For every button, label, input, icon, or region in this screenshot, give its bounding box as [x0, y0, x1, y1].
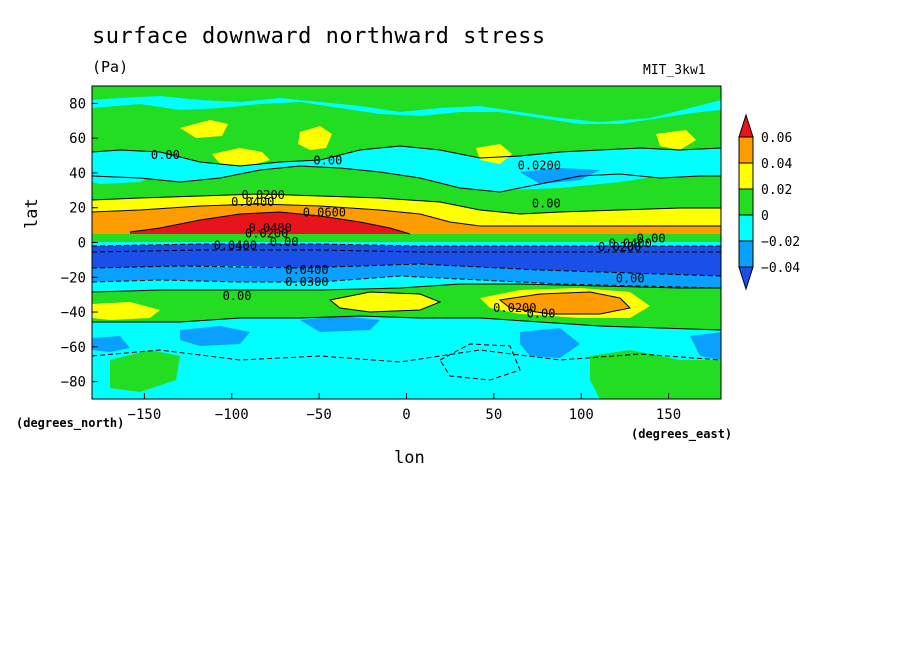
- contour-label: 0.0300: [285, 275, 328, 289]
- colorbar-label: 0.04: [761, 157, 792, 172]
- y-tick-label: 60: [69, 131, 86, 147]
- x-tick-label: 50: [485, 407, 502, 423]
- contour-label: 0.00: [151, 148, 180, 162]
- contour-label: 0.0200: [242, 188, 285, 202]
- y-tick-label: −80: [61, 375, 86, 391]
- x-axis-label: lon: [394, 448, 425, 468]
- x-tick-label: −150: [128, 407, 162, 423]
- colorbar-segment: [738, 162, 754, 190]
- y-tick-label: 80: [69, 96, 86, 112]
- contour-field: [92, 86, 721, 399]
- contour-label: 0.00: [270, 235, 299, 249]
- x-units-label: (degrees_east): [631, 427, 733, 441]
- x-tick-label: −50: [306, 407, 331, 423]
- contour-label: 0.00: [532, 197, 561, 211]
- colorbar-label: 0: [761, 209, 769, 224]
- contour-labels: 0.00 0.000.02000.04000.06000.04000.02000.…: [151, 148, 666, 320]
- contour-label: 0.0400: [249, 221, 292, 235]
- x-tick-label: −100: [215, 407, 249, 423]
- y-tick-label: 20: [69, 201, 86, 217]
- colorbar-label: −0.04: [761, 261, 800, 276]
- contour-label: 0.00: [637, 232, 666, 246]
- contour-label: 0.0200: [245, 226, 288, 240]
- colorbar-segment: [738, 188, 754, 216]
- y-tick-label: 40: [69, 166, 86, 182]
- y-tick-label: −60: [61, 340, 86, 356]
- x-tick-label: 0: [402, 407, 410, 423]
- contour-label: 0.0400: [231, 195, 274, 209]
- colorbar-label: 0.02: [761, 183, 792, 198]
- colorbar-bottom-arrow: [738, 266, 754, 291]
- model-label: MIT_3kw1: [643, 63, 706, 78]
- units-label: (Pa): [92, 58, 129, 76]
- contour-label: 0.00: [616, 271, 645, 285]
- contour-label: 0.0200: [518, 158, 561, 172]
- x-tick-label: 150: [656, 407, 681, 423]
- contour-label: 0.00: [223, 289, 252, 303]
- x-tick-label: 100: [569, 407, 594, 423]
- contour-label: 0.0200: [598, 240, 641, 254]
- contour-label: 0.0400: [285, 263, 328, 277]
- chart-title: surface downward northward stress: [92, 24, 546, 49]
- contour-label: 0.0200: [493, 301, 536, 315]
- y-units-label: (degrees_north): [16, 416, 125, 430]
- colorbar-label: −0.02: [761, 235, 800, 250]
- contour-label: 0.00: [313, 153, 342, 167]
- colorbar-segment: [738, 240, 754, 268]
- colorbar-top-arrow: [738, 113, 754, 138]
- contour-label: 0.0600: [303, 205, 346, 219]
- contour-label: 0.0400: [608, 237, 651, 251]
- colorbar: 0.06 0.04 0.02 0 −0.02 −0.04: [738, 113, 800, 291]
- contour-label: 0.00: [527, 306, 556, 320]
- x-ticks: −150 −100 −50 0 50 100 150: [128, 393, 681, 423]
- contour-label: 0.0400: [214, 238, 257, 252]
- colorbar-segment: [738, 136, 754, 164]
- y-ticks: 80 60 40 20 0 −20 −40 −60 −80: [61, 96, 98, 391]
- y-tick-label: 0: [78, 236, 86, 252]
- y-tick-label: −20: [61, 270, 86, 286]
- colorbar-label: 0.06: [761, 131, 792, 146]
- colorbar-segment: [738, 214, 754, 242]
- y-tick-label: −40: [61, 305, 86, 321]
